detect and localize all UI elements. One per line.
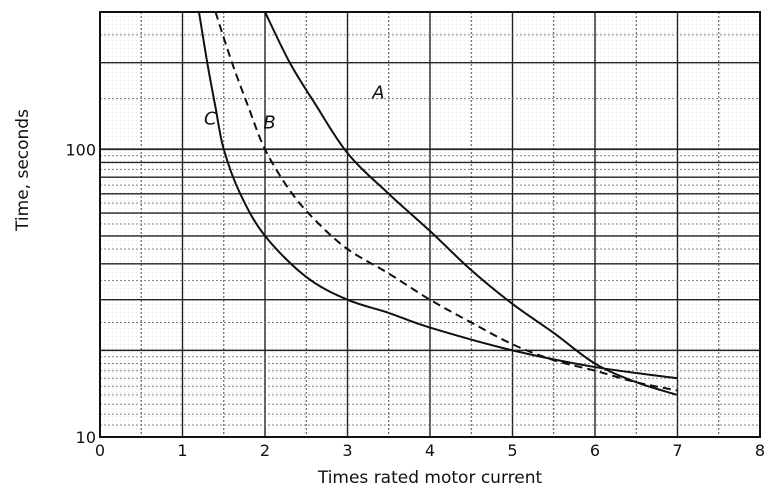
x-axis-label: Times rated motor current (317, 468, 543, 488)
curve-c (198, 11, 678, 380)
curve-a (264, 11, 678, 396)
x-tick-label: 0 (95, 441, 105, 460)
x-tick-label: 2 (260, 441, 270, 460)
x-tick-label: 3 (342, 441, 352, 460)
x-tick-label: 7 (672, 441, 682, 460)
curve-a-label: A (371, 83, 384, 104)
tick-labels: 0 1 2 3 4 5 6 7 8 10 100 (65, 140, 764, 460)
curve-b-label: B (263, 113, 275, 134)
y-tick-label: 10 (76, 428, 96, 447)
y-axis-label: Time, seconds (13, 109, 33, 232)
x-tick-label: 1 (177, 441, 187, 460)
x-tick-label: 5 (507, 441, 517, 460)
series-layer: A B C (198, 11, 678, 396)
plot-area-border (99, 11, 761, 438)
x-tick-label: 6 (590, 441, 600, 460)
curve-c-label: C (204, 108, 217, 129)
x-tick-label: 8 (755, 441, 764, 460)
x-tick-label: 4 (425, 441, 435, 460)
y-tick-label: 100 (65, 140, 96, 159)
